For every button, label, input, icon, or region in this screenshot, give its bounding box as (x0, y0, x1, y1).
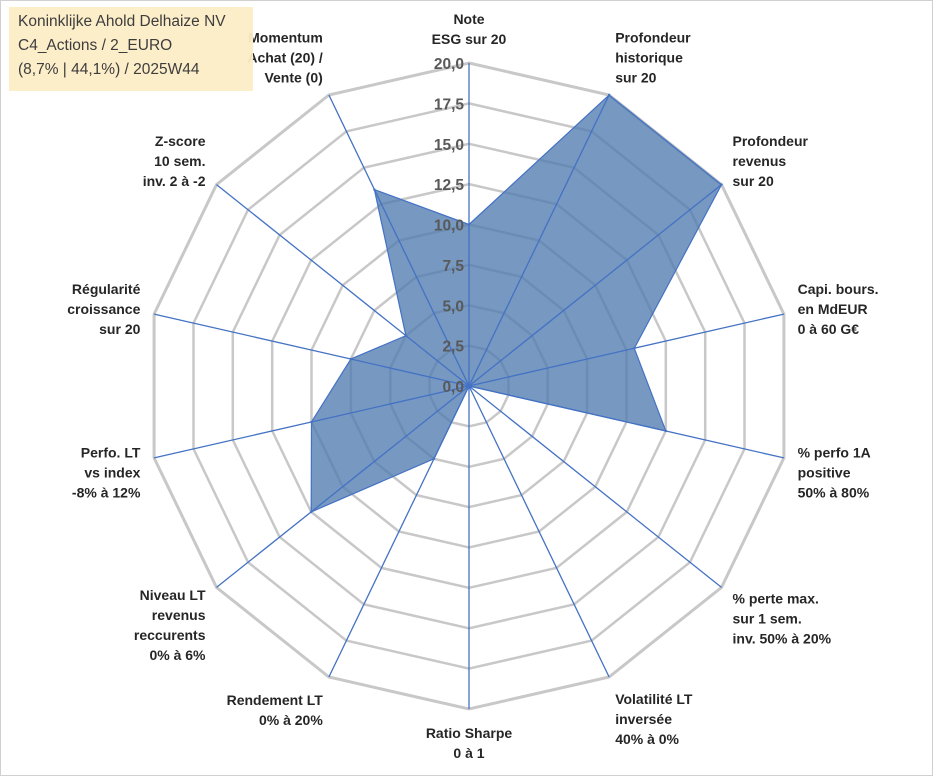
axis-spoke-2 (468, 94, 610, 387)
data-point-14 (373, 188, 376, 191)
axis-spoke-6 (468, 385, 722, 588)
tick-label-6: 15,0 (434, 137, 464, 154)
data-point-9 (432, 457, 436, 460)
tick-label-3: 7,5 (442, 258, 464, 275)
tick-label-2: 5,0 (442, 298, 464, 315)
info-company-name: Koninklijke Ahold Delhaize NV (18, 13, 226, 30)
data-point-10 (310, 510, 313, 514)
axis-spoke-5 (468, 385, 785, 459)
info-category: C4_Actions / 2_EURO (18, 37, 173, 54)
data-point-11 (310, 420, 313, 424)
axis-spoke-3 (468, 184, 722, 387)
axis-label-13: Z-score 10 sem. inv. 2 à -2 (143, 133, 206, 189)
axis-label-4: Capi. bours. en MdEUR 0 à 60 G€ (798, 281, 879, 337)
tick-label-5: 12,5 (434, 177, 465, 194)
tick-label-7: 17,5 (434, 96, 465, 113)
info-box: Koninklijke Ahold Delhaize NV C4_Actions… (9, 7, 253, 91)
axis-spoke-14 (328, 94, 470, 387)
data-point-2 (607, 93, 611, 97)
axis-spoke-9 (328, 385, 470, 678)
info-stats: (8,7% | 44,1%) / 2025W44 (18, 61, 200, 78)
tick-label-8: 20,0 (434, 56, 464, 73)
tick-label-4: 10,0 (434, 218, 464, 235)
axis-spoke-13 (216, 184, 470, 387)
data-point-3 (720, 183, 723, 186)
axis-spoke-7 (468, 385, 610, 678)
data-point-13 (404, 334, 408, 337)
axis-label-11: Perfo. LT vs index -8% à 12% (72, 445, 141, 501)
axis-label-14: Momentum Achat (20) / Vente (0) (247, 30, 323, 86)
axis-label-9: Rendement LT 0% à 20% (227, 692, 324, 728)
axis-spoke-12 (153, 313, 470, 387)
axis-label-6: % perte max. sur 1 sem. inv. 50% à 20% (733, 591, 832, 647)
axis-label-2: Profondeur historique sur 20 (615, 30, 691, 86)
axis-label-7: Volatilité LT inversée 40% à 0% (615, 691, 693, 747)
data-point-5 (664, 429, 667, 433)
axis-label-10: Niveau LT revenus reccurents 0% à 6% (134, 587, 206, 663)
tick-label-0: 0,0 (442, 379, 464, 396)
tick-label-1: 2,5 (442, 339, 464, 356)
axis-label-12: Régularité croissance sur 20 (67, 281, 140, 337)
axis-label-1: Note ESG sur 20 (432, 11, 507, 47)
axis-spoke-10 (216, 385, 470, 588)
axis-spoke-4 (468, 313, 785, 387)
axis-label-8: Ratio Sharpe 0 à 1 (426, 725, 513, 761)
data-point-4 (633, 347, 636, 350)
data-point-8 (467, 384, 471, 388)
data-point-1 (467, 223, 471, 226)
axis-label-3: Profondeur revenus sur 20 (733, 133, 809, 189)
axis-label-5: % perfo 1A positive 50% à 80% (798, 445, 871, 501)
data-point-12 (349, 357, 353, 361)
